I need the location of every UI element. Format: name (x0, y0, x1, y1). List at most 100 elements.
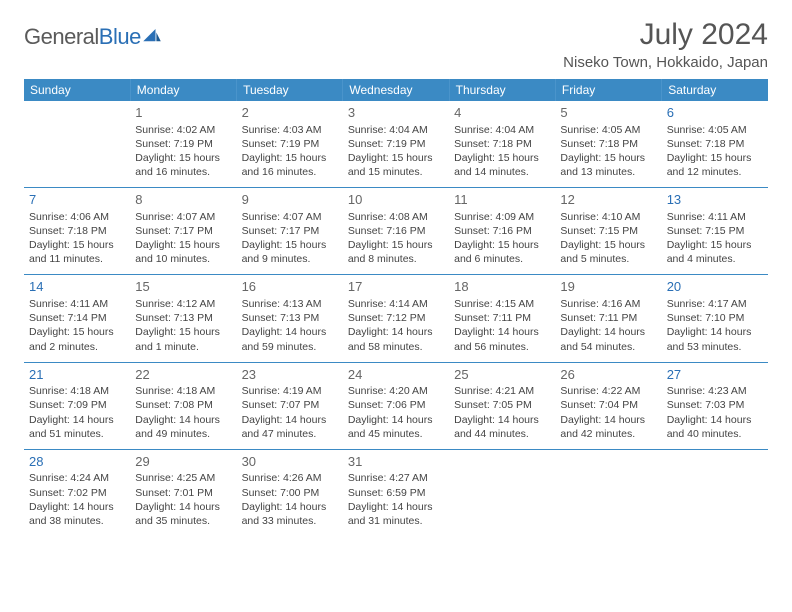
sunrise-text: Sunrise: 4:12 AM (135, 297, 231, 311)
calendar-cell: 27Sunrise: 4:23 AMSunset: 7:03 PMDayligh… (662, 362, 768, 449)
calendar-cell: 31Sunrise: 4:27 AMSunset: 6:59 PMDayligh… (343, 449, 449, 536)
daylight-text: Daylight: 15 hours and 1 minute. (135, 325, 231, 353)
sunrise-text: Sunrise: 4:15 AM (454, 297, 550, 311)
sunrise-text: Sunrise: 4:11 AM (29, 297, 125, 311)
calendar-cell: 18Sunrise: 4:15 AMSunset: 7:11 PMDayligh… (449, 275, 555, 362)
sunrise-text: Sunrise: 4:07 AM (242, 210, 338, 224)
sunrise-text: Sunrise: 4:03 AM (242, 123, 338, 137)
day-number: 29 (135, 453, 231, 471)
day-number: 7 (29, 191, 125, 209)
sunset-text: Sunset: 7:12 PM (348, 311, 444, 325)
calendar-cell: 23Sunrise: 4:19 AMSunset: 7:07 PMDayligh… (237, 362, 343, 449)
sunset-text: Sunset: 7:18 PM (454, 137, 550, 151)
sunset-text: Sunset: 7:18 PM (560, 137, 656, 151)
sunset-text: Sunset: 7:02 PM (29, 486, 125, 500)
day-number: 13 (667, 191, 763, 209)
daylight-text: Daylight: 15 hours and 2 minutes. (29, 325, 125, 353)
day-number: 5 (560, 104, 656, 122)
sunrise-text: Sunrise: 4:26 AM (242, 471, 338, 485)
daylight-text: Daylight: 14 hours and 31 minutes. (348, 500, 444, 528)
sunset-text: Sunset: 7:00 PM (242, 486, 338, 500)
sunrise-text: Sunrise: 4:04 AM (454, 123, 550, 137)
sunset-text: Sunset: 7:06 PM (348, 398, 444, 412)
sunrise-text: Sunrise: 4:11 AM (667, 210, 763, 224)
calendar-cell: 6Sunrise: 4:05 AMSunset: 7:18 PMDaylight… (662, 101, 768, 188)
daylight-text: Daylight: 14 hours and 51 minutes. (29, 413, 125, 441)
sunset-text: Sunset: 7:19 PM (135, 137, 231, 151)
sunset-text: Sunset: 7:15 PM (560, 224, 656, 238)
calendar-cell: 28Sunrise: 4:24 AMSunset: 7:02 PMDayligh… (24, 449, 130, 536)
daylight-text: Daylight: 15 hours and 16 minutes. (242, 151, 338, 179)
day-number: 20 (667, 278, 763, 296)
sunrise-text: Sunrise: 4:16 AM (560, 297, 656, 311)
day-number: 8 (135, 191, 231, 209)
daylight-text: Daylight: 15 hours and 5 minutes. (560, 238, 656, 266)
weekday-header: Thursday (449, 79, 555, 101)
sunrise-text: Sunrise: 4:05 AM (560, 123, 656, 137)
day-number: 24 (348, 366, 444, 384)
calendar-row: 28Sunrise: 4:24 AMSunset: 7:02 PM Dayligh… (24, 449, 768, 536)
sunset-text: Sunset: 7:10 PM (667, 311, 763, 325)
sunrise-text: Sunrise: 4:24 AM (29, 471, 125, 485)
sunrise-text: Sunrise: 4:04 AM (348, 123, 444, 137)
sunset-text: Sunset: 7:07 PM (242, 398, 338, 412)
sunset-text: Sunset: 7:18 PM (29, 224, 125, 238)
sunset-text: Sunset: 7:14 PM (29, 311, 125, 325)
daylight-text: Daylight: 14 hours and 53 minutes. (667, 325, 763, 353)
sunset-text: Sunset: 7:09 PM (29, 398, 125, 412)
sunrise-text: Sunrise: 4:07 AM (135, 210, 231, 224)
logo-text: GeneralBlue (24, 24, 141, 50)
calendar-cell: 5Sunrise: 4:05 AMSunset: 7:18 PMDaylight… (555, 101, 661, 188)
sunset-text: Sunset: 6:59 PM (348, 486, 444, 500)
day-number: 4 (454, 104, 550, 122)
daylight-text: Daylight: 15 hours and 8 minutes. (348, 238, 444, 266)
logo-sail-icon (143, 29, 161, 43)
month-title: July 2024 (563, 18, 768, 52)
daylight-text: Daylight: 14 hours and 40 minutes. (667, 413, 763, 441)
daylight-text: Daylight: 15 hours and 11 minutes. (29, 238, 125, 266)
sunrise-text: Sunrise: 4:06 AM (29, 210, 125, 224)
sunset-text: Sunset: 7:16 PM (454, 224, 550, 238)
calendar-table: Sunday Monday Tuesday Wednesday Thursday… (24, 79, 768, 536)
calendar-cell: 19Sunrise: 4:16 AMSunset: 7:11 PMDayligh… (555, 275, 661, 362)
sunset-text: Sunset: 7:11 PM (560, 311, 656, 325)
daylight-text: Daylight: 15 hours and 16 minutes. (135, 151, 231, 179)
calendar-cell: 17Sunrise: 4:14 AMSunset: 7:12 PMDayligh… (343, 275, 449, 362)
day-number: 31 (348, 453, 444, 471)
sunrise-text: Sunrise: 4:09 AM (454, 210, 550, 224)
calendar-cell: 24Sunrise: 4:20 AMSunset: 7:06 PMDayligh… (343, 362, 449, 449)
day-number: 12 (560, 191, 656, 209)
calendar-cell: 8Sunrise: 4:07 AMSunset: 7:17 PMDaylight… (130, 188, 236, 275)
sunrise-text: Sunrise: 4:14 AM (348, 297, 444, 311)
daylight-text: Daylight: 14 hours and 33 minutes. (242, 500, 338, 528)
calendar-header-row: Sunday Monday Tuesday Wednesday Thursday… (24, 79, 768, 101)
calendar-cell: 12Sunrise: 4:10 AMSunset: 7:15 PMDayligh… (555, 188, 661, 275)
sunrise-text: Sunrise: 4:13 AM (242, 297, 338, 311)
daylight-text: Daylight: 14 hours and 58 minutes. (348, 325, 444, 353)
daylight-text: Daylight: 14 hours and 56 minutes. (454, 325, 550, 353)
sunset-text: Sunset: 7:18 PM (667, 137, 763, 151)
calendar-cell (24, 101, 130, 188)
weekday-header: Saturday (662, 79, 768, 101)
sunrise-text: Sunrise: 4:22 AM (560, 384, 656, 398)
sunrise-text: Sunrise: 4:18 AM (29, 384, 125, 398)
calendar-cell: 9Sunrise: 4:07 AMSunset: 7:17 PMDaylight… (237, 188, 343, 275)
calendar-cell: 26Sunrise: 4:22 AMSunset: 7:04 PMDayligh… (555, 362, 661, 449)
sunset-text: Sunset: 7:16 PM (348, 224, 444, 238)
weekday-header: Monday (130, 79, 236, 101)
daylight-text: Daylight: 14 hours and 59 minutes. (242, 325, 338, 353)
day-number: 28 (29, 453, 125, 471)
sunrise-text: Sunrise: 4:27 AM (348, 471, 444, 485)
calendar-cell (662, 449, 768, 536)
logo-part1: General (24, 24, 99, 49)
sunrise-text: Sunrise: 4:20 AM (348, 384, 444, 398)
calendar-cell: 3Sunrise: 4:04 AMSunset: 7:19 PMDaylight… (343, 101, 449, 188)
weekday-header: Sunday (24, 79, 130, 101)
daylight-text: Daylight: 14 hours and 49 minutes. (135, 413, 231, 441)
weekday-header: Wednesday (343, 79, 449, 101)
logo-part2: Blue (99, 24, 141, 49)
day-number: 15 (135, 278, 231, 296)
day-number: 10 (348, 191, 444, 209)
sunrise-text: Sunrise: 4:17 AM (667, 297, 763, 311)
day-number: 22 (135, 366, 231, 384)
